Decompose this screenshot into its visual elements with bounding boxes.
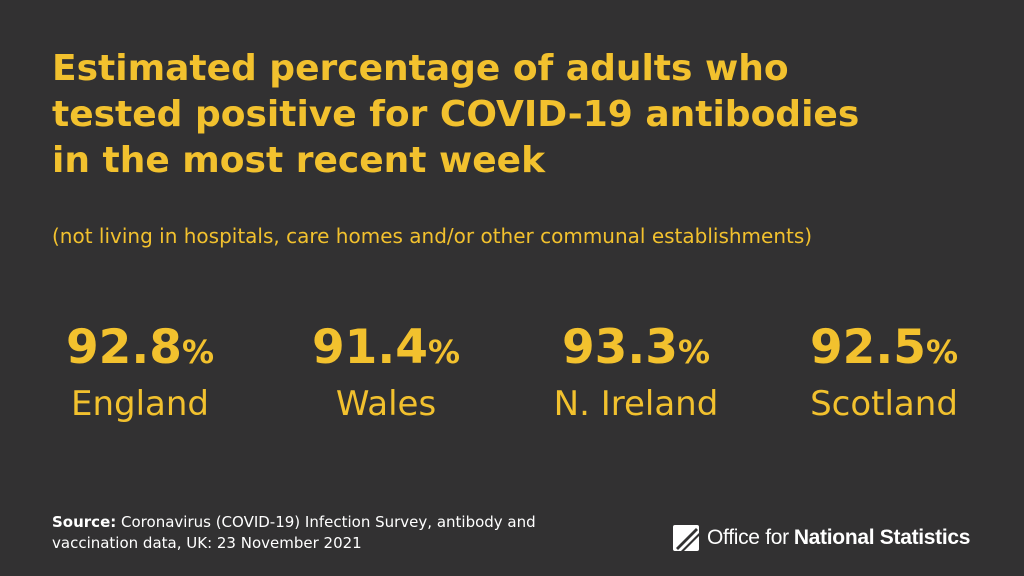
stat-scotland: 92.5% Scotland: [760, 318, 1008, 426]
stat-wales: 91.4% Wales: [262, 318, 510, 426]
title-line: in the most recent week: [52, 140, 546, 181]
stat-label: N. Ireland: [553, 384, 719, 424]
chart-title: Estimated percentage of adults who teste…: [52, 46, 992, 184]
title-line: Estimated percentage of adults who: [52, 48, 789, 89]
stat-number: 92.8: [65, 320, 182, 375]
ons-logo: Office for National Statistics: [672, 522, 992, 554]
stat-unit: %: [677, 333, 711, 371]
stat-value: 92.8%: [16, 318, 264, 382]
stat-label: Wales: [335, 384, 437, 424]
stat-unit: %: [925, 333, 959, 371]
stat-n-ireland: 93.3% N. Ireland: [512, 318, 760, 426]
stats-row: 92.8% England 91.4% Wales 93.3% N. Irela…: [16, 318, 1008, 438]
ons-logo-icon: [673, 525, 699, 551]
chart-subtitle: (not living in hospitals, care homes and…: [52, 224, 813, 248]
stat-value: 92.5%: [760, 318, 1008, 382]
stat-number: 93.3: [561, 320, 678, 375]
stat-unit: %: [427, 333, 461, 371]
source-label: Source:: [52, 513, 117, 531]
stat-unit: %: [181, 333, 215, 371]
stat-value: 91.4%: [262, 318, 510, 382]
stat-label: Scotland: [810, 384, 958, 424]
logo-text-regular: Office for: [707, 526, 789, 549]
logo-text-bold: National Statistics: [793, 526, 971, 549]
stat-number: 92.5: [809, 320, 926, 375]
source-note: Source: Coronavirus (COVID-19) Infection…: [52, 512, 612, 554]
source-text: Coronavirus (COVID-19) Infection Survey,…: [52, 513, 536, 552]
stat-label: England: [70, 384, 210, 424]
stat-england: 92.8% England: [16, 318, 264, 426]
stat-value: 93.3%: [512, 318, 760, 382]
title-line: tested positive for COVID-19 antibodies: [52, 94, 860, 135]
stat-number: 91.4: [311, 320, 428, 375]
